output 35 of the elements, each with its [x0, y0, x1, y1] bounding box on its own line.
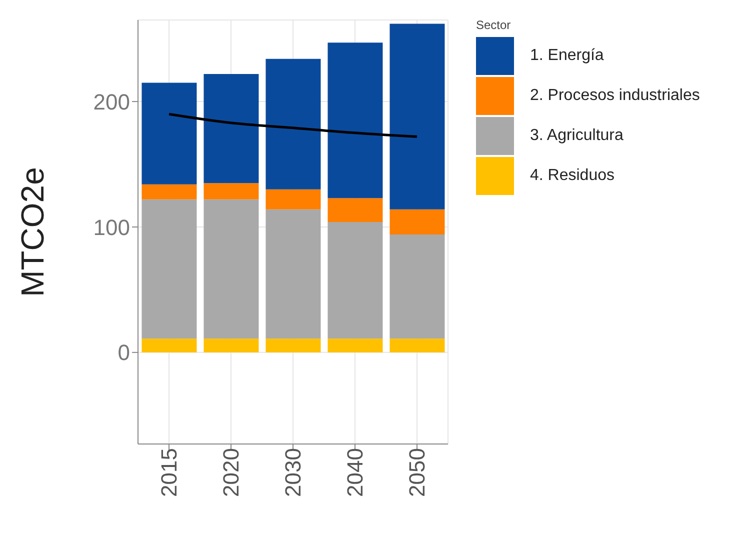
legend-title: Sector — [476, 18, 512, 32]
y-tick-label: 100 — [93, 214, 130, 240]
x-tick-label: 2030 — [280, 448, 306, 497]
x-tick-label: 2020 — [218, 448, 244, 497]
bar — [142, 199, 197, 339]
y-tick-label: 0 — [118, 340, 130, 366]
bar — [204, 183, 259, 200]
x-tick-label: 2015 — [156, 448, 182, 497]
bar — [266, 209, 321, 339]
bar — [204, 74, 259, 184]
bar — [390, 338, 445, 352]
bar — [142, 338, 197, 352]
x-tick-label: 2050 — [404, 448, 430, 497]
legend-label: 2. Procesos industriales — [530, 87, 700, 105]
legend-label: 4. Residuos — [530, 167, 614, 185]
bar — [266, 338, 321, 352]
bar — [390, 24, 445, 210]
legend-label: 3. Agricultura — [530, 127, 624, 145]
y-axis-title: MTCO2e — [14, 167, 50, 297]
bar — [390, 209, 445, 235]
bar — [328, 42, 383, 198]
bar — [204, 199, 259, 339]
bar — [266, 189, 321, 210]
x-tick-label: 2040 — [342, 448, 368, 497]
bar — [328, 222, 383, 339]
bar — [266, 58, 321, 190]
bar — [204, 338, 259, 352]
bar — [328, 198, 383, 222]
bar — [328, 338, 383, 352]
line-series — [168, 112, 418, 138]
bar — [390, 234, 445, 339]
y-tick-label: 200 — [93, 89, 130, 114]
bar — [142, 184, 197, 200]
bar — [142, 82, 197, 184]
legend-label: 1. Energía — [530, 47, 604, 65]
